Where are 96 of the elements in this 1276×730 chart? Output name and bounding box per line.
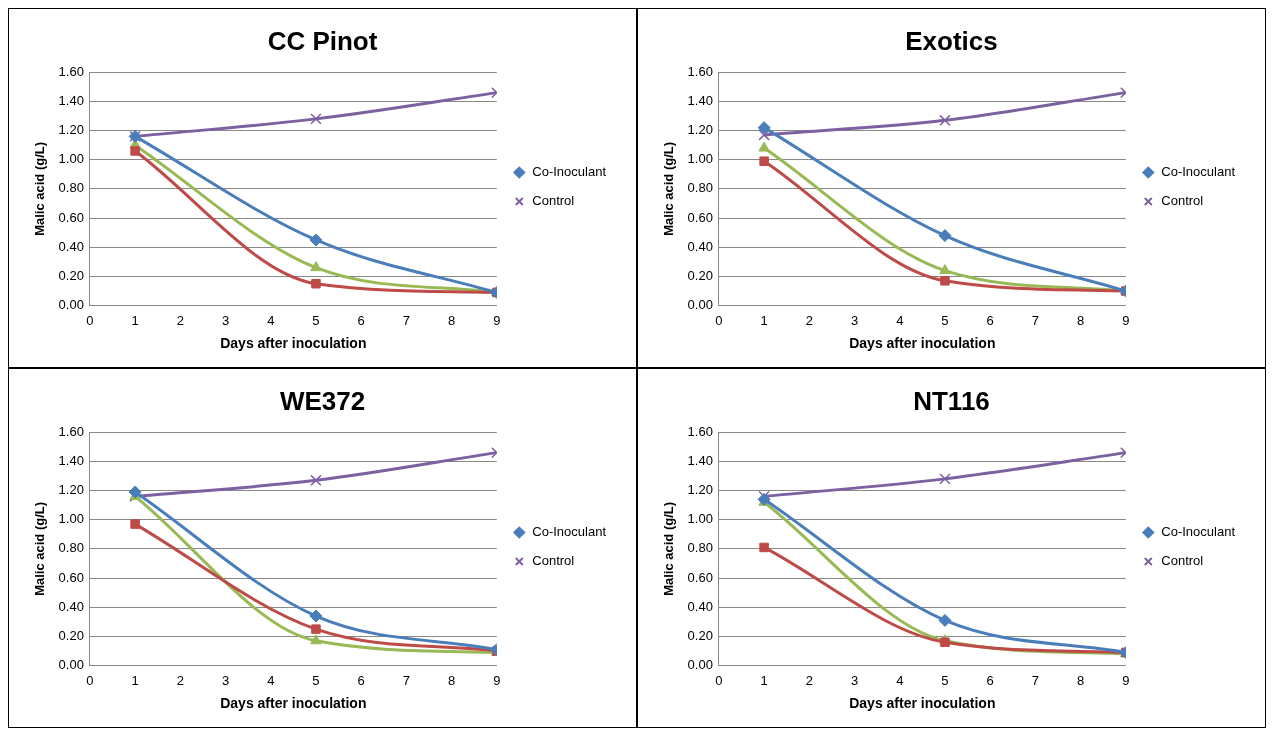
y-tick-label: 1.40 (58, 92, 84, 108)
x-tick-label: 8 (1076, 312, 1085, 328)
y-tick-label: 1.40 (687, 452, 713, 468)
y-tick-label: 0.60 (687, 209, 713, 225)
x-tick-label: 4 (267, 672, 275, 688)
y-tick-label: 1.20 (58, 122, 84, 138)
x-tick-label: 7 (1031, 312, 1039, 328)
y-tick-label: 0.00 (58, 657, 84, 673)
chart-title: CC Pinot (267, 25, 378, 56)
y-tick-label: 1.00 (687, 151, 713, 167)
y-tick-label: 1.60 (687, 63, 713, 79)
y-tick-label: 1.00 (58, 511, 84, 527)
x-axis-title: Days after inoculation (220, 695, 367, 712)
y-tick-label: 0.60 (687, 569, 713, 585)
x-tick-label: 1 (131, 672, 139, 688)
y-tick-label: 1.60 (58, 63, 84, 79)
y-axis-title: Malic acid (g/L) (32, 501, 48, 596)
x-tick-label: 4 (896, 312, 904, 328)
y-tick-label: 0.80 (58, 180, 84, 196)
x-tick-label: 7 (402, 672, 410, 688)
y-axis-title: Malic acid (g/L) (661, 501, 677, 596)
y-tick-label: 1.60 (687, 423, 713, 439)
legend-label: Control (532, 193, 575, 209)
x-tick-label: 6 (357, 312, 365, 328)
x-tick-label: 2 (805, 672, 813, 688)
x-tick-label: 3 (221, 672, 230, 688)
x-axis-title: Days after inoculation (849, 695, 996, 712)
y-tick-label: 1.20 (687, 482, 713, 498)
legend-label: Co-Inoculant (532, 164, 607, 180)
y-tick-label: 1.40 (687, 92, 713, 108)
y-tick-label: 0.00 (687, 297, 713, 313)
x-tick-label: 6 (986, 672, 994, 688)
x-tick-label: 8 (1076, 672, 1085, 688)
x-tick-label: 8 (447, 672, 456, 688)
y-tick-label: 0.80 (687, 540, 713, 556)
legend-label: Co-Inoculant (1161, 524, 1236, 540)
y-axis-title: Malic acid (g/L) (32, 141, 48, 236)
x-tick-label: 2 (176, 312, 184, 328)
y-tick-label: 0.00 (687, 657, 713, 673)
y-tick-label: 1.20 (58, 482, 84, 498)
x-axis-title: Days after inoculation (849, 335, 996, 352)
x-tick-label: 0 (715, 672, 723, 688)
x-tick-label: 0 (715, 312, 723, 328)
y-tick-label: 1.60 (58, 423, 84, 439)
x-tick-label: 7 (402, 312, 410, 328)
y-tick-label: 0.00 (58, 297, 84, 313)
y-tick-label: 0.20 (687, 628, 713, 643)
y-tick-label: 0.80 (687, 180, 713, 196)
y-tick-label: 1.00 (58, 151, 84, 167)
x-tick-label: 5 (941, 312, 949, 328)
x-tick-label: 0 (86, 672, 94, 688)
legend-label: Control (1161, 193, 1204, 209)
x-tick-label: 9 (493, 312, 501, 328)
chart-title: WE372 (279, 385, 366, 416)
y-tick-label: 0.60 (58, 209, 84, 225)
y-tick-label: 0.40 (58, 238, 84, 254)
x-tick-label: 2 (805, 312, 813, 328)
y-tick-label: 1.20 (687, 122, 713, 138)
legend-label: Control (1161, 553, 1204, 569)
y-tick-label: 0.80 (58, 540, 84, 556)
chart-title: NT116 (913, 385, 990, 416)
x-tick-label: 6 (357, 672, 365, 688)
y-tick-label: 0.40 (687, 238, 713, 254)
y-tick-label: 0.40 (687, 598, 713, 614)
y-tick-label: 0.20 (687, 268, 713, 283)
x-tick-label: 9 (1122, 672, 1130, 688)
x-tick-label: 7 (1031, 672, 1039, 688)
x-tick-label: 1 (760, 312, 768, 328)
legend-label: Co-Inoculant (1161, 164, 1236, 180)
x-tick-label: 6 (986, 312, 994, 328)
x-tick-label: 4 (896, 672, 904, 688)
y-tick-label: 0.20 (58, 628, 84, 643)
chart-title: Exotics (905, 25, 998, 56)
x-tick-label: 3 (850, 312, 859, 328)
x-tick-label: 5 (312, 312, 320, 328)
y-tick-label: 1.40 (58, 452, 84, 468)
x-tick-label: 3 (221, 312, 230, 328)
x-tick-label: 1 (131, 312, 139, 328)
legend-label: Co-Inoculant (532, 524, 607, 540)
x-tick-label: 4 (267, 312, 275, 328)
y-tick-label: 0.20 (58, 268, 84, 283)
x-tick-label: 5 (312, 672, 320, 688)
y-tick-label: 0.40 (58, 598, 84, 614)
x-tick-label: 1 (760, 672, 768, 688)
x-tick-label: 9 (1122, 312, 1130, 328)
x-tick-label: 5 (941, 672, 949, 688)
x-tick-label: 3 (850, 672, 859, 688)
x-tick-label: 9 (493, 672, 501, 688)
y-tick-label: 1.00 (687, 511, 713, 527)
y-tick-label: 0.60 (58, 569, 84, 585)
legend-label: Control (532, 553, 575, 569)
x-tick-label: 2 (176, 672, 184, 688)
y-axis-title: Malic acid (g/L) (661, 141, 677, 236)
x-axis-title: Days after inoculation (220, 335, 367, 352)
x-tick-label: 8 (447, 312, 456, 328)
x-tick-label: 0 (86, 312, 94, 328)
